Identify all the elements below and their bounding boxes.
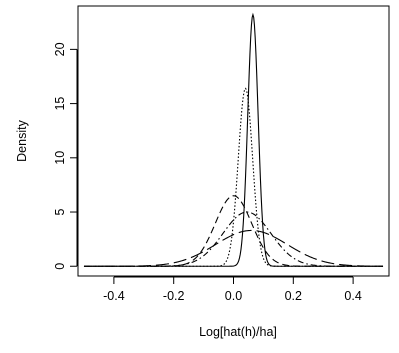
y-tick-label: 5 <box>53 209 67 216</box>
x-tick-label: 0.2 <box>285 289 302 303</box>
y-axis: 0 5 10 15 20 <box>53 42 78 270</box>
y-tick-label: 20 <box>53 42 67 56</box>
x-axis: -0.4 -0.2 0.0 0.2 0.4 <box>103 276 362 303</box>
y-tick-label: 10 <box>53 151 67 165</box>
series-line-dashed <box>83 195 384 267</box>
series-line-longdash <box>83 229 384 267</box>
y-tick-label: 0 <box>53 263 67 270</box>
series-layer <box>83 12 384 267</box>
x-tick-label: 0.4 <box>344 289 361 303</box>
x-tick-label: -0.2 <box>163 289 185 303</box>
x-axis-title: Log[hat(h)/ha] <box>199 325 277 339</box>
plot-frame <box>77 5 390 277</box>
x-tick-label: -0.4 <box>103 289 125 303</box>
series-line-dashdot <box>83 211 384 267</box>
y-tick-label: 15 <box>53 97 67 111</box>
series-line-solid <box>83 12 384 267</box>
x-tick-label: 0.0 <box>225 289 242 303</box>
series-line-dotted <box>83 87 384 267</box>
y-axis-title: Density <box>15 119 29 161</box>
